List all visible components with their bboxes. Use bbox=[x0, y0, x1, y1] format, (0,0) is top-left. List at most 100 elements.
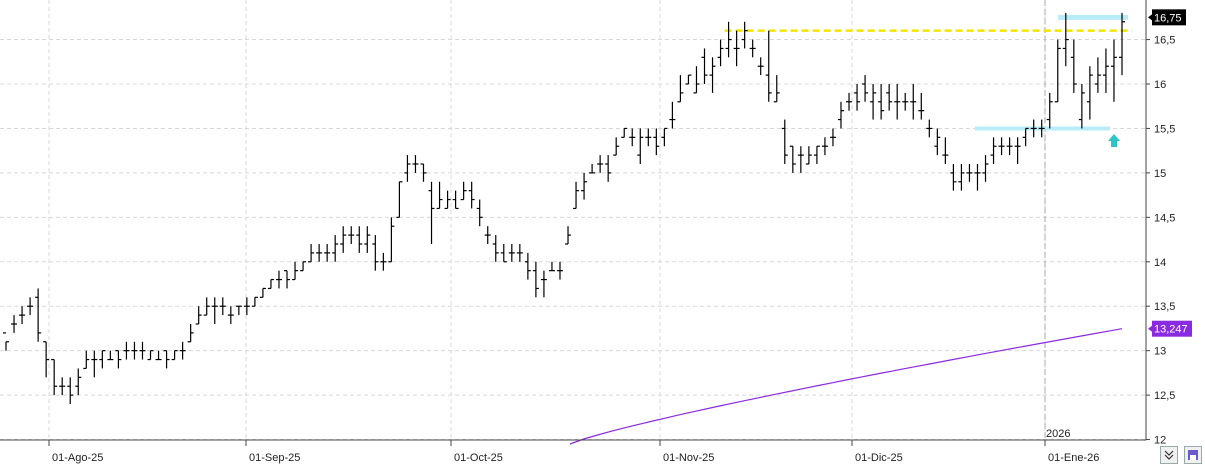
ohlc-bar bbox=[990, 137, 997, 164]
ohlc-bar bbox=[725, 21, 732, 58]
last-price-badge bbox=[1152, 9, 1186, 26]
ohlc-bar bbox=[1070, 39, 1077, 93]
ohlc-bar bbox=[701, 48, 708, 84]
ohlc-bar bbox=[733, 30, 740, 67]
ohlc-bar bbox=[902, 92, 909, 111]
ohlc-bar bbox=[83, 350, 90, 370]
ohlc-bar bbox=[629, 128, 636, 147]
ohlc-bar bbox=[404, 155, 411, 182]
ma-value-label: 13,247 bbox=[1154, 324, 1188, 336]
ohlc-bar bbox=[444, 190, 451, 210]
ohlc-bar bbox=[926, 119, 933, 138]
grid bbox=[0, 0, 1146, 441]
ohlc-bar bbox=[1006, 137, 1013, 156]
ohlc-bar bbox=[958, 164, 965, 191]
ohlc-bar bbox=[332, 235, 339, 262]
ohlc-bar bbox=[292, 261, 299, 281]
ohlc-bar bbox=[91, 350, 98, 378]
ohlc-bar bbox=[581, 172, 588, 200]
ohlc-bar bbox=[3, 332, 9, 351]
save-icon[interactable] bbox=[1184, 446, 1202, 464]
ohlc-bar bbox=[532, 261, 539, 298]
y-tick-label: 12 bbox=[1154, 435, 1166, 447]
ohlc-bar bbox=[781, 119, 788, 164]
ohlc-bar bbox=[637, 128, 644, 164]
ohlc-bar bbox=[1094, 57, 1101, 93]
ohlc-bar bbox=[757, 57, 764, 76]
ohlc-bar bbox=[669, 101, 676, 129]
ohlc-bar bbox=[613, 137, 620, 156]
ohlc-bar bbox=[67, 377, 74, 404]
ohlc-bar bbox=[1046, 92, 1053, 129]
x-tick-label: 01-Dic-25 bbox=[855, 452, 903, 464]
ohlc-bar bbox=[476, 199, 483, 227]
ohlc-bar bbox=[709, 57, 716, 93]
ohlc-bar bbox=[805, 146, 812, 165]
ohlc-bar bbox=[765, 30, 772, 102]
ohlc-bar bbox=[1110, 39, 1117, 102]
ohlc-bar bbox=[846, 92, 853, 111]
ohlc-bar bbox=[1078, 84, 1085, 129]
ohlc-bar bbox=[243, 297, 250, 316]
x-tick-label: 01-Ago-25 bbox=[52, 452, 103, 464]
ohlc-bar bbox=[179, 341, 186, 360]
moving-average bbox=[569, 328, 1123, 445]
ohlc-bar bbox=[653, 128, 660, 156]
y-tick-label: 16 bbox=[1154, 79, 1166, 91]
ohlc-bar bbox=[870, 84, 877, 120]
ohlc-bar bbox=[187, 324, 194, 343]
ohlc-bar bbox=[51, 358, 58, 396]
ohlc-bar bbox=[131, 341, 138, 360]
ohlc-bar bbox=[300, 261, 307, 272]
year-marker-label: 2026 bbox=[1046, 428, 1070, 440]
ohlc-bar bbox=[693, 66, 700, 94]
ohlc-bar bbox=[982, 155, 989, 182]
ohlc-bar bbox=[492, 235, 499, 262]
ohlc-bar bbox=[59, 377, 66, 396]
ohlc-bar bbox=[251, 296, 258, 307]
ohlc-bar bbox=[589, 164, 596, 174]
ohlc-bar bbox=[813, 145, 820, 164]
ohlc-bar bbox=[878, 84, 885, 120]
ohlc-bar bbox=[1022, 127, 1029, 147]
y-tick-label: 13 bbox=[1154, 346, 1166, 358]
ohlc-bar bbox=[773, 75, 780, 103]
ohlc-bar bbox=[284, 270, 291, 289]
ohlc-bar bbox=[412, 155, 419, 173]
ohlc-bar bbox=[428, 181, 435, 244]
ohlc-bar bbox=[99, 350, 106, 369]
ohlc-bar bbox=[468, 181, 475, 209]
ohlc-bar bbox=[211, 297, 218, 324]
y-tick-label: 14,5 bbox=[1154, 212, 1175, 224]
ohlc-bar bbox=[171, 350, 178, 361]
ohlc-bar bbox=[147, 350, 154, 361]
value-labels: 16,75 13,247 bbox=[1148, 9, 1192, 337]
ohlc-bar bbox=[11, 315, 18, 333]
ohlc-bar bbox=[516, 244, 523, 262]
ohlc-bar bbox=[1119, 12, 1125, 76]
ohlc-bar bbox=[829, 128, 836, 147]
ohlc-bar bbox=[966, 164, 973, 182]
y-tick-label: 13,5 bbox=[1154, 301, 1175, 313]
ohlc-bar bbox=[139, 341, 146, 360]
ohlc-bar bbox=[308, 244, 315, 263]
ohlc-bar bbox=[35, 288, 42, 342]
ohlc-bar bbox=[380, 252, 387, 271]
ohlc-bar bbox=[508, 244, 515, 262]
ohlc-bar bbox=[259, 287, 266, 298]
ohlc-bar bbox=[548, 261, 555, 272]
ohlc-bar bbox=[797, 146, 804, 173]
y-tick-label: 15 bbox=[1154, 168, 1166, 180]
ohlc-bar bbox=[942, 137, 949, 164]
double-chevron-down-icon[interactable] bbox=[1160, 446, 1178, 464]
y-tick-label: 12,5 bbox=[1154, 390, 1175, 402]
ohlc-bar bbox=[364, 226, 371, 253]
ohlc-bar bbox=[540, 270, 547, 298]
x-tick-label: 01-Sep-25 bbox=[249, 452, 300, 464]
ohlc-bar bbox=[316, 244, 323, 262]
ohlc-bar bbox=[420, 163, 427, 182]
overlays bbox=[724, 14, 1132, 147]
ohlc-bar bbox=[484, 226, 491, 244]
ohlc-bar bbox=[123, 341, 130, 360]
